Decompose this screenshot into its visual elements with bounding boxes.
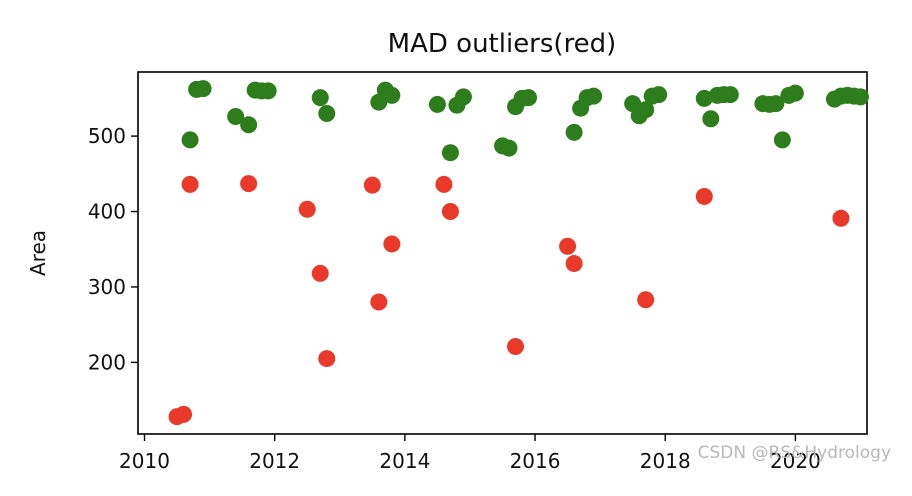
- x-tick-label: 2016: [510, 449, 561, 473]
- outlier-point: [363, 176, 381, 194]
- watermark: CSDN @RS&Hydrology: [698, 443, 891, 463]
- inlier-point: [240, 116, 258, 134]
- inlier-point: [181, 131, 199, 149]
- inlier-point: [637, 101, 655, 119]
- inlier-point: [318, 104, 336, 122]
- inlier-point: [520, 89, 538, 107]
- inlier-point: [441, 144, 459, 162]
- inlier-point: [851, 88, 869, 106]
- inlier-point: [702, 110, 720, 128]
- inlier-point: [650, 86, 668, 104]
- chart-title: MAD outliers(red): [388, 29, 617, 59]
- y-tick-label: 300: [88, 275, 126, 299]
- inlier-point: [227, 107, 245, 125]
- outlier-point: [383, 235, 401, 253]
- x-tick-label: 2010: [119, 449, 170, 473]
- outlier-point: [298, 200, 316, 218]
- inlier-point: [428, 95, 446, 113]
- inlier-point: [259, 82, 277, 100]
- x-tick-label: 2014: [379, 449, 430, 473]
- y-axis: 200 300 400 500: [88, 124, 138, 374]
- x-axis: 2010 2012 2014 2016 2018 2020: [119, 434, 821, 473]
- inlier-point: [695, 89, 713, 107]
- outlier-point: [370, 293, 388, 311]
- y-tick-label: 500: [88, 124, 126, 148]
- inlier-point: [454, 88, 472, 106]
- inlier-point: [721, 86, 739, 104]
- data-points: [168, 80, 869, 426]
- x-tick-label: 2018: [640, 449, 691, 473]
- outlier-point: [240, 175, 258, 193]
- inlier-point: [311, 89, 329, 107]
- inlier-point: [500, 139, 518, 157]
- outlier-point: [637, 291, 655, 309]
- inlier-point: [786, 84, 804, 102]
- outlier-point: [565, 255, 583, 273]
- inlier-point: [767, 95, 785, 113]
- outlier-point: [695, 187, 713, 205]
- x-tick-label: 2020: [770, 449, 821, 473]
- inlier-point: [383, 86, 401, 104]
- outlier-point: [441, 203, 459, 221]
- outlier-point: [435, 175, 453, 193]
- outlier-point: [559, 237, 577, 255]
- outlier-point: [832, 209, 850, 227]
- y-tick-label: 400: [88, 200, 126, 224]
- outlier-point: [311, 264, 329, 282]
- inlier-point: [585, 87, 603, 105]
- plot-area-frame: [137, 71, 868, 435]
- inlier-point: [194, 80, 212, 98]
- outlier-point: [175, 405, 193, 423]
- inlier-point: [773, 131, 791, 149]
- outlier-point: [181, 175, 199, 193]
- outlier-point: [318, 350, 336, 368]
- y-axis-label: Area: [26, 230, 50, 276]
- outlier-point: [507, 338, 525, 356]
- x-tick-label: 2012: [249, 449, 300, 473]
- y-tick-label: 200: [88, 350, 126, 374]
- inlier-point: [565, 123, 583, 141]
